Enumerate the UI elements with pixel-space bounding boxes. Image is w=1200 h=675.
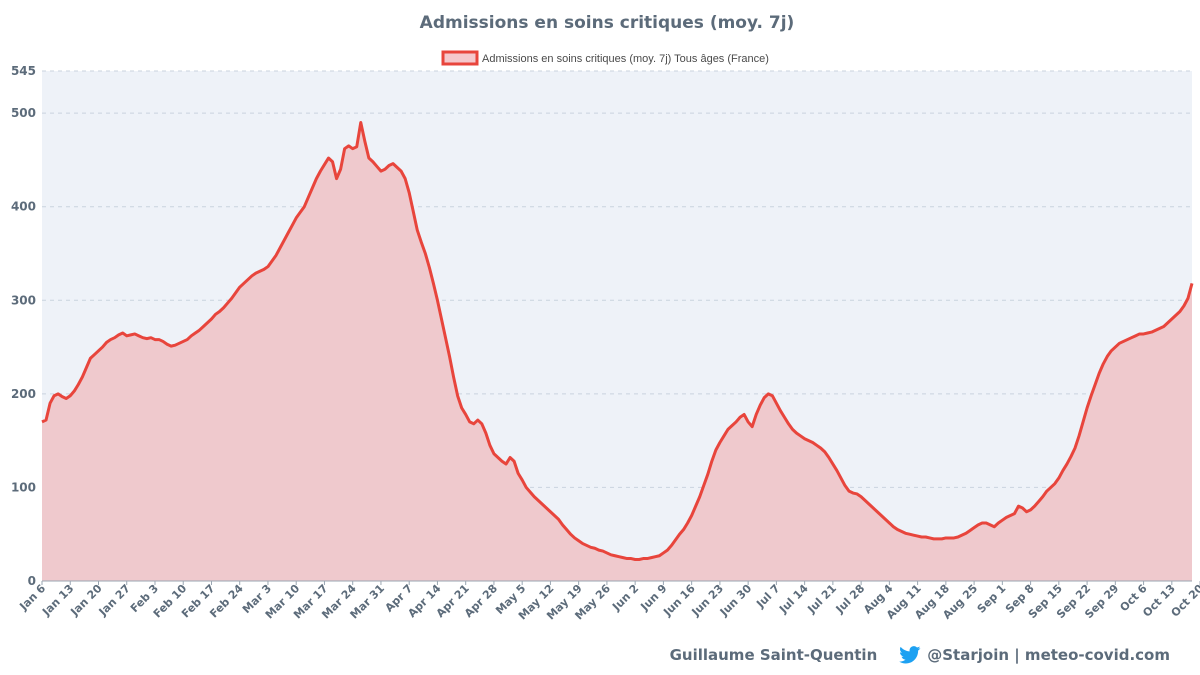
- y-tick-label: 500: [11, 106, 36, 120]
- y-tick-label: 300: [11, 293, 36, 307]
- credit-author: Guillaume Saint-Quentin: [669, 646, 878, 664]
- x-tick-label: Jul 14: [776, 582, 811, 617]
- legend-label: Admissions en soins critiques (moy. 7j) …: [482, 53, 769, 65]
- x-tick-label: Jan 20: [68, 582, 105, 619]
- x-tick-label: Jul 28: [833, 582, 868, 617]
- y-tick-label: 200: [11, 387, 36, 401]
- y-tick-label: 0: [28, 574, 36, 588]
- credit: Guillaume Saint-Quentin @Starjoin | mete…: [670, 646, 1170, 664]
- series-layer: [41, 120, 1194, 581]
- x-tick-label: Jun 23: [689, 582, 726, 619]
- legend-swatch: [441, 50, 479, 66]
- x-tick-label: Jun 30: [717, 582, 755, 620]
- x-tick-label: Jun 2: [609, 582, 641, 614]
- series-area: [42, 122, 1192, 581]
- legend[interactable]: Admissions en soins critiques (moy. 7j) …: [441, 50, 769, 66]
- x-tick-label: Jul 21: [804, 582, 839, 617]
- y-tick-label: 545: [11, 64, 36, 78]
- twitter-bird-icon[interactable]: [899, 646, 921, 664]
- y-tick-label: 100: [11, 480, 36, 494]
- chart-title: Admissions en soins critiques (moy. 7j): [420, 13, 795, 33]
- y-axis: 0 100 200 300 400 500 545: [11, 64, 36, 588]
- x-tick-label: Jan 27: [96, 582, 133, 619]
- series-line[interactable]: [41, 120, 1194, 561]
- y-tick-label: 400: [11, 200, 36, 214]
- x-tick-label: Sep 1: [975, 582, 1009, 616]
- x-tick-label: Jan 13: [39, 582, 76, 619]
- credit-handle-site[interactable]: @Starjoin | meteo-covid.com: [927, 646, 1170, 664]
